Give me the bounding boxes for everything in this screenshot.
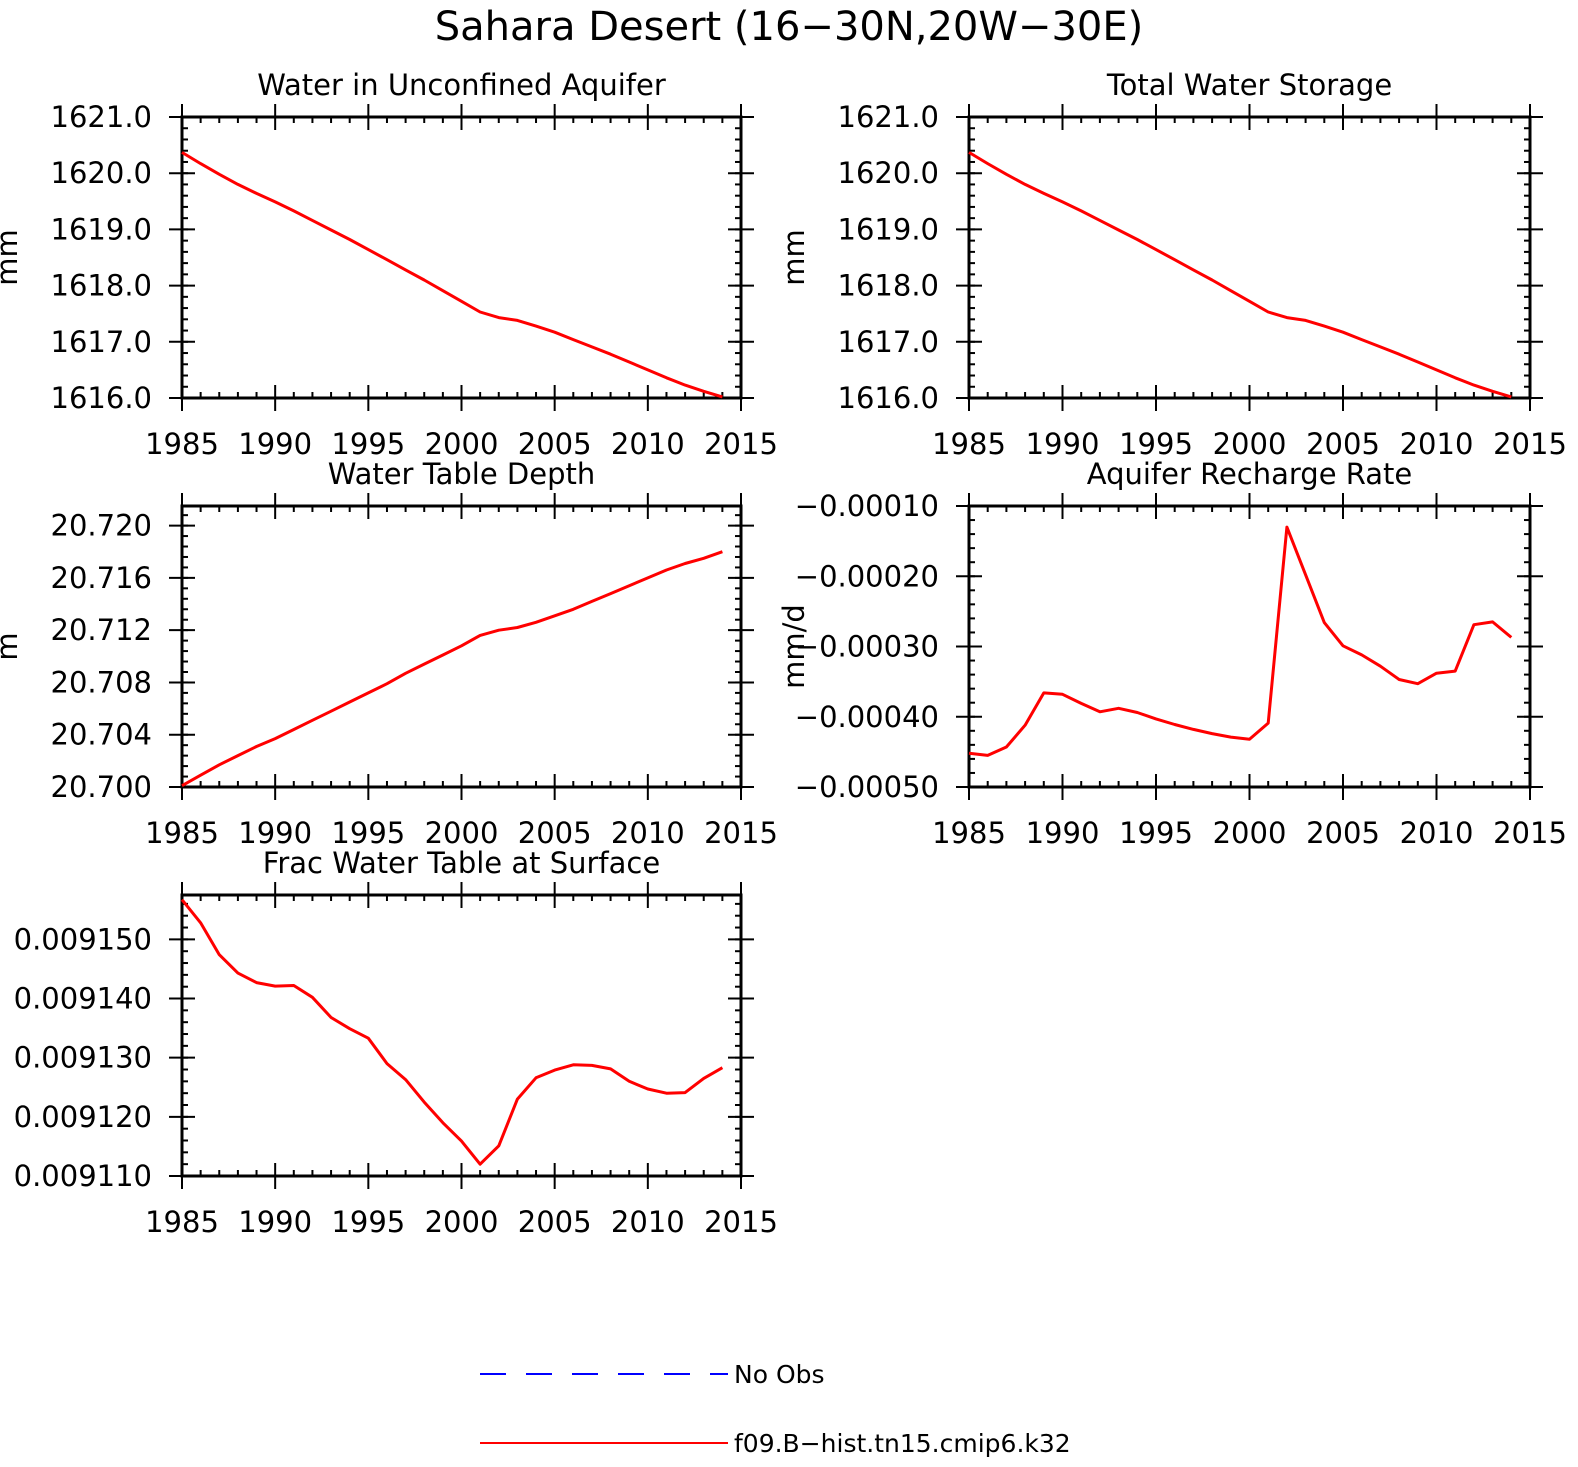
plot-frame	[180, 893, 743, 1178]
series-line	[180, 898, 724, 1166]
x-tick-label: 2005	[1306, 427, 1380, 461]
x-tick-label: 1995	[331, 816, 405, 850]
x-tick-label: 2015	[1493, 427, 1567, 461]
x-tick-label: 2000	[425, 1205, 499, 1239]
y-tick-label: 20.704	[51, 718, 152, 752]
y-tick-label: 1618.0	[51, 269, 152, 303]
legend-label: f09.B−hist.tn15.cmip6.k32	[734, 1429, 1071, 1458]
panel-title: Aquifer Recharge Rate	[1087, 457, 1413, 491]
panel-title: Frac Water Table at Surface	[263, 846, 660, 880]
y-tick-label: 1620.0	[51, 156, 152, 190]
x-tick-label: 1990	[238, 427, 312, 461]
panel-title: Water Table Depth	[328, 457, 596, 491]
x-tick-label: 2000	[425, 816, 499, 850]
y-tick-label: 1621.0	[51, 100, 152, 134]
y-tick-label: 20.716	[51, 561, 152, 595]
x-tick-label: 2005	[518, 1205, 592, 1239]
series-line	[968, 525, 1513, 757]
legend-entry: f09.B−hist.tn15.cmip6.k32	[480, 1429, 1071, 1458]
y-tick-label: 1618.0	[838, 269, 939, 303]
x-tick-label: 2010	[1400, 816, 1474, 850]
y-tick-label: 0.009130	[14, 1041, 152, 1075]
x-tick-label: 1990	[1026, 427, 1100, 461]
plot-frame	[180, 115, 743, 400]
y-tick-label: 0.009110	[14, 1159, 152, 1193]
y-axis-label: mm	[777, 229, 811, 286]
panel-title: Water in Unconfined Aquifer	[257, 68, 666, 102]
y-axis-label: m	[0, 632, 24, 660]
x-tick-label: 2015	[704, 427, 778, 461]
x-tick-label: 2000	[1213, 816, 1287, 850]
y-tick-label: 1621.0	[838, 100, 939, 134]
y-tick-label: 20.712	[51, 613, 152, 647]
panel-2: Total Water Storage 1985 1990 1995 2000 2005 2…	[777, 68, 1567, 461]
y-tick-label: −0.00030	[795, 630, 939, 664]
legend: No Obs f09.B−hist.tn15.cmip6.k32	[480, 1360, 1071, 1458]
x-tick-label: 2015	[1493, 816, 1567, 850]
main-title: Sahara Desert (16−30N,20W−30E)	[435, 4, 1143, 50]
series-line	[181, 151, 723, 399]
y-tick-label: 1616.0	[51, 381, 152, 415]
x-tick-label: 1985	[145, 816, 219, 850]
y-tick-label: 0.009140	[14, 982, 152, 1016]
x-tick-label: 1995	[331, 1205, 405, 1239]
x-tick-label: 2010	[611, 427, 685, 461]
y-tick-label: −0.00040	[795, 700, 939, 734]
x-tick-label: 2005	[518, 816, 592, 850]
x-tick-label: 2010	[1400, 427, 1474, 461]
x-tick-label: 2000	[1213, 427, 1287, 461]
x-tick-label: 1995	[1119, 427, 1193, 461]
x-tick-label: 1995	[331, 427, 405, 461]
x-tick-label: 2005	[518, 427, 592, 461]
y-tick-label: 1617.0	[51, 325, 152, 359]
x-tick-label: 1990	[1026, 816, 1100, 850]
y-tick-label: 1616.0	[838, 381, 939, 415]
plot-frame	[967, 115, 1532, 400]
legend-entry: No Obs	[480, 1360, 825, 1389]
y-tick-label: 20.708	[51, 665, 152, 699]
panel-5: Frac Water Table at Surface 1985 1990 1995 2…	[14, 846, 778, 1239]
series-line	[968, 151, 1512, 399]
y-tick-label: 1619.0	[51, 212, 152, 246]
x-tick-label: 2010	[611, 1205, 685, 1239]
x-tick-label: 2010	[611, 816, 685, 850]
x-tick-label: 2015	[704, 1205, 778, 1239]
x-tick-label: 2000	[425, 427, 499, 461]
y-tick-label: 20.720	[51, 509, 152, 543]
series-line	[181, 550, 723, 788]
x-tick-label: 2015	[704, 816, 778, 850]
y-axis-label: mm/d	[777, 604, 811, 689]
x-tick-label: 1985	[145, 1205, 219, 1239]
x-tick-label: 1985	[932, 427, 1006, 461]
panel-1: Water in Unconfined Aquifer 1985 1990 1995 2…	[0, 68, 778, 461]
x-tick-label: 1995	[1119, 816, 1193, 850]
panel-3: Water Table Depth 1985 1990 1995 2000 2005 201…	[0, 457, 778, 850]
x-tick-label: 1985	[145, 427, 219, 461]
y-tick-label: −0.00010	[795, 489, 939, 523]
panels: Water in Unconfined Aquifer 1985 1990 1995 2…	[0, 68, 1567, 1239]
panel-4: Aquifer Recharge Rate 1985 1990 1995 2000 200…	[777, 457, 1567, 850]
x-tick-label: 2005	[1306, 816, 1380, 850]
y-tick-label: 0.009120	[14, 1100, 152, 1134]
y-axis-label: mm	[0, 229, 24, 286]
plot-frame	[967, 504, 1532, 789]
x-tick-label: 1990	[238, 1205, 312, 1239]
y-tick-label: 20.700	[51, 770, 152, 804]
y-tick-label: 1619.0	[838, 212, 939, 246]
y-tick-label: 1617.0	[838, 325, 939, 359]
x-tick-label: 1985	[932, 816, 1006, 850]
y-tick-label: −0.00020	[795, 559, 939, 593]
y-tick-label: −0.00050	[795, 770, 939, 804]
legend-label: No Obs	[734, 1360, 825, 1389]
panel-title: Total Water Storage	[1106, 68, 1392, 102]
x-tick-label: 1990	[238, 816, 312, 850]
y-tick-label: 1620.0	[838, 156, 939, 190]
y-tick-label: 0.009150	[14, 922, 152, 956]
